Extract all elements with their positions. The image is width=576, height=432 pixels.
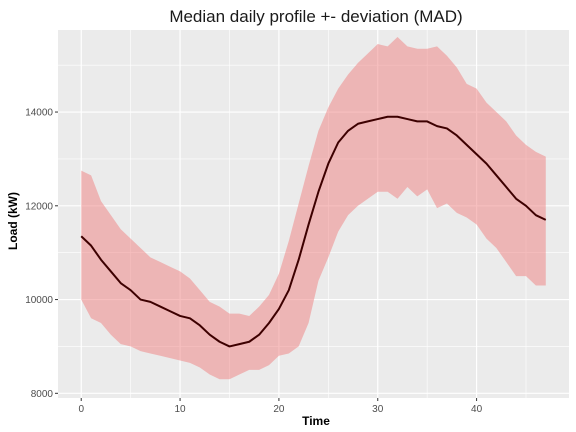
x-tick-label: 20	[273, 404, 285, 415]
x-tick-label: 0	[78, 404, 84, 415]
x-tick-label: 10	[175, 404, 187, 415]
chart-title: Median daily profile +- deviation (MAD)	[169, 7, 462, 26]
y-axis-ticks: 8000 10000 12000 14000	[25, 108, 58, 400]
y-tick-label: 14000	[25, 108, 53, 119]
x-tick-label: 30	[372, 404, 384, 415]
median-line	[80, 115, 547, 348]
x-axis-title: Time	[302, 414, 330, 428]
x-tick-label: 40	[471, 404, 483, 415]
y-tick-label: 8000	[31, 389, 54, 400]
x-axis-ticks: 0 10 20 30 40	[78, 398, 483, 415]
y-axis-title: Load (kW)	[6, 192, 20, 250]
y-tick-label: 10000	[25, 295, 53, 306]
y-tick-label: 12000	[25, 201, 53, 212]
